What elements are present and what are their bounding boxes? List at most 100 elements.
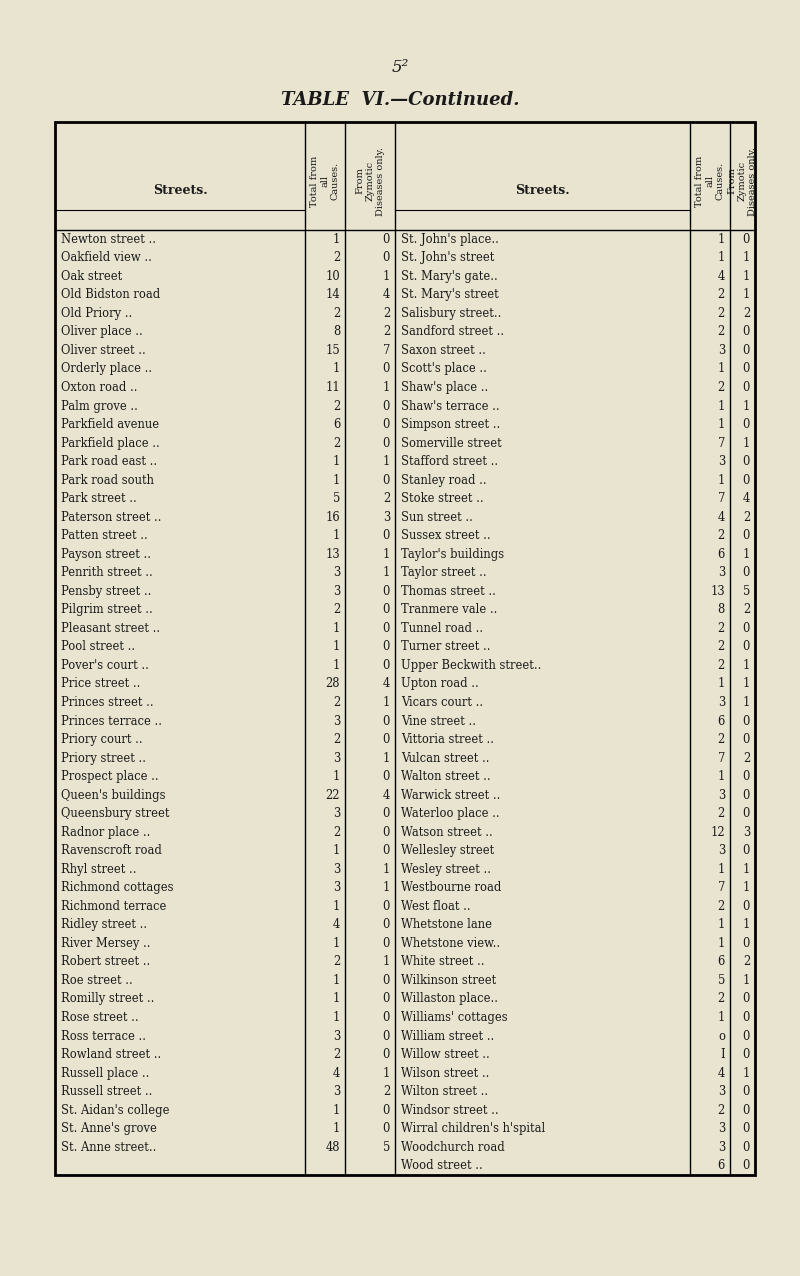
Text: 1: 1: [742, 436, 750, 449]
Text: 6: 6: [718, 956, 725, 968]
Text: 2: 2: [333, 732, 340, 746]
Text: 0: 0: [742, 900, 750, 912]
Text: 4: 4: [718, 510, 725, 523]
Text: 3: 3: [718, 845, 725, 857]
Text: 1: 1: [742, 882, 750, 894]
Text: Old Priory ..: Old Priory ..: [61, 308, 132, 320]
Text: Streets.: Streets.: [153, 184, 207, 197]
Text: 0: 0: [382, 1048, 390, 1062]
Text: 0: 0: [382, 826, 390, 838]
Text: 0: 0: [742, 1122, 750, 1136]
Text: Ross terrace ..: Ross terrace ..: [61, 1030, 146, 1042]
Text: 1: 1: [333, 456, 340, 468]
Text: 3: 3: [718, 1122, 725, 1136]
Text: 2: 2: [718, 1104, 725, 1116]
Text: 0: 0: [742, 325, 750, 338]
Text: 1: 1: [382, 882, 390, 894]
Text: Prospect place ..: Prospect place ..: [61, 771, 158, 783]
Text: 28: 28: [326, 678, 340, 690]
Text: Princes street ..: Princes street ..: [61, 695, 154, 709]
Text: 3: 3: [718, 789, 725, 801]
Text: 0: 0: [382, 251, 390, 264]
Text: 0: 0: [382, 419, 390, 431]
Text: 3: 3: [333, 1085, 340, 1099]
Text: 1: 1: [742, 658, 750, 672]
Text: 2: 2: [718, 530, 725, 542]
Text: 1: 1: [382, 1067, 390, 1079]
Text: Price street ..: Price street ..: [61, 678, 140, 690]
Text: 1: 1: [333, 993, 340, 1005]
Text: 0: 0: [382, 1011, 390, 1025]
Text: 1: 1: [333, 937, 340, 949]
Text: 4: 4: [333, 919, 340, 931]
Text: 0: 0: [742, 1030, 750, 1042]
Text: 1: 1: [718, 937, 725, 949]
Text: 5: 5: [333, 493, 340, 505]
Text: 1: 1: [742, 919, 750, 931]
Text: Tranmere vale ..: Tranmere vale ..: [401, 604, 498, 616]
Text: 4: 4: [382, 288, 390, 301]
Text: 5: 5: [718, 974, 725, 986]
Text: 1: 1: [718, 251, 725, 264]
Text: 1: 1: [718, 919, 725, 931]
Text: 22: 22: [326, 789, 340, 801]
Text: Rhyl street ..: Rhyl street ..: [61, 863, 137, 875]
Text: 1: 1: [718, 399, 725, 412]
Text: 0: 0: [742, 530, 750, 542]
Text: 0: 0: [742, 732, 750, 746]
Text: Parkfield avenue: Parkfield avenue: [61, 419, 159, 431]
Text: 1: 1: [382, 695, 390, 709]
Text: Ravenscroft road: Ravenscroft road: [61, 845, 162, 857]
Text: 2: 2: [333, 251, 340, 264]
Text: Vicars court ..: Vicars court ..: [401, 695, 483, 709]
Text: I: I: [720, 1048, 725, 1062]
Text: Total from
all
Causes.: Total from all Causes.: [695, 156, 725, 207]
Text: 1: 1: [382, 567, 390, 579]
Text: 3: 3: [333, 863, 340, 875]
Text: Sussex street ..: Sussex street ..: [401, 530, 490, 542]
Text: Russell street ..: Russell street ..: [61, 1085, 152, 1099]
Text: 7: 7: [718, 436, 725, 449]
Text: Willaston place..: Willaston place..: [401, 993, 498, 1005]
Text: 2: 2: [718, 732, 725, 746]
Text: 4: 4: [382, 789, 390, 801]
Text: Pleasant street ..: Pleasant street ..: [61, 621, 160, 635]
Text: 0: 0: [382, 808, 390, 820]
Text: 3: 3: [333, 567, 340, 579]
Text: 2: 2: [382, 308, 390, 320]
Text: 1: 1: [718, 678, 725, 690]
Text: 2: 2: [382, 1085, 390, 1099]
Text: Pensby street ..: Pensby street ..: [61, 584, 151, 598]
Text: St. Mary's gate..: St. Mary's gate..: [401, 269, 498, 283]
Text: 15: 15: [326, 345, 340, 357]
Text: Patten street ..: Patten street ..: [61, 530, 148, 542]
Text: Park road east ..: Park road east ..: [61, 456, 157, 468]
Text: St. John's street: St. John's street: [401, 251, 494, 264]
Text: 1: 1: [382, 956, 390, 968]
Text: Princes terrace ..: Princes terrace ..: [61, 715, 162, 727]
Text: 5²: 5²: [391, 60, 409, 77]
Text: 0: 0: [382, 362, 390, 375]
Text: Taylor's buildings: Taylor's buildings: [401, 547, 504, 560]
Text: Radnor place ..: Radnor place ..: [61, 826, 150, 838]
Text: 3: 3: [718, 567, 725, 579]
Text: 4: 4: [382, 678, 390, 690]
Text: 4: 4: [718, 1067, 725, 1079]
Text: Oak street: Oak street: [61, 269, 122, 283]
Text: 8: 8: [718, 604, 725, 616]
Text: Payson street ..: Payson street ..: [61, 547, 151, 560]
Text: Sun street ..: Sun street ..: [401, 510, 473, 523]
Text: 0: 0: [382, 715, 390, 727]
Text: 2: 2: [718, 808, 725, 820]
Text: 1: 1: [333, 845, 340, 857]
Text: 3: 3: [333, 715, 340, 727]
Text: St. Mary's street: St. Mary's street: [401, 288, 498, 301]
Text: 1: 1: [742, 863, 750, 875]
Text: Pilgrim street ..: Pilgrim street ..: [61, 604, 153, 616]
Text: 1: 1: [382, 269, 390, 283]
Text: Paterson street ..: Paterson street ..: [61, 510, 162, 523]
Text: 0: 0: [742, 1159, 750, 1173]
Text: 0: 0: [382, 436, 390, 449]
Text: Somerville street: Somerville street: [401, 436, 502, 449]
Text: Robert street ..: Robert street ..: [61, 956, 150, 968]
